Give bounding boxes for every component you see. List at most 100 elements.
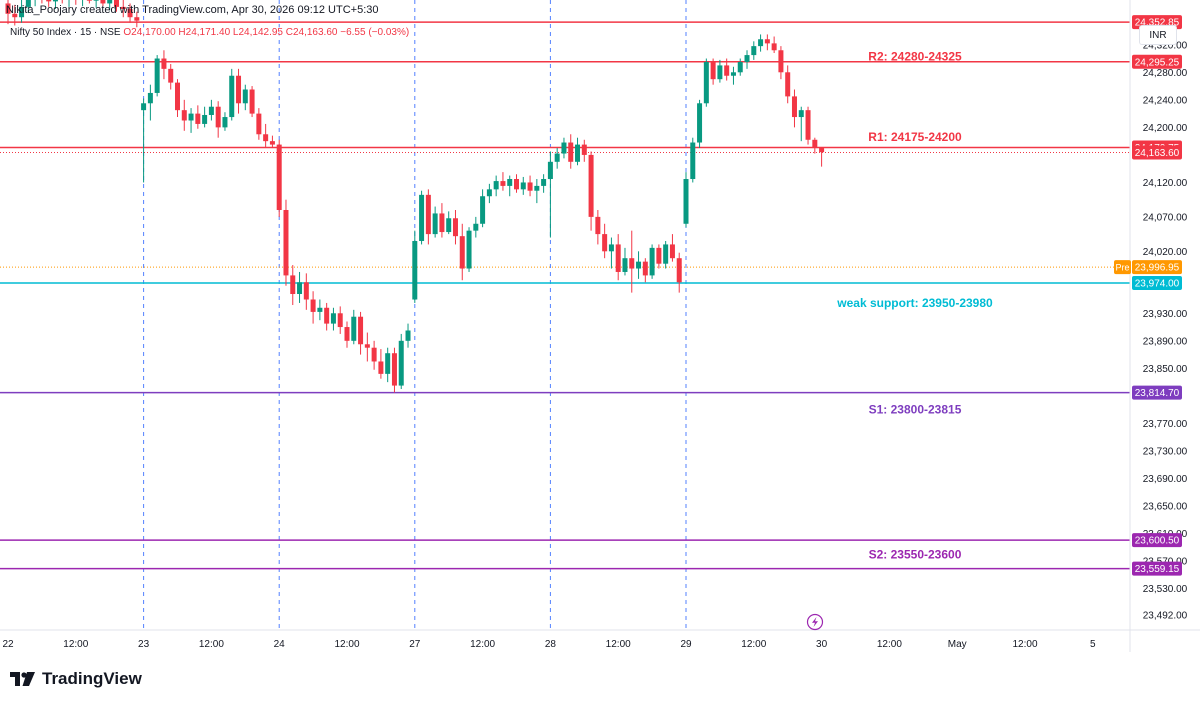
candle-body — [473, 223, 479, 231]
candle-body — [595, 216, 601, 235]
candle-body — [93, 0, 99, 1]
candle-body — [663, 244, 669, 264]
candle-body — [697, 103, 703, 143]
tradingview-icon — [10, 672, 35, 686]
candle-body — [534, 185, 540, 191]
price-tick-label: 23,530.00 — [1143, 584, 1188, 595]
level-annotation: S1: 23800-23815 — [869, 403, 962, 417]
level-labels: R2: 24280-24325 R1: 24175-24200 weak suppo… — [836, 49, 993, 561]
candle-body — [629, 258, 635, 269]
candle-body — [758, 39, 764, 47]
candle-body — [669, 244, 675, 259]
candle-body — [439, 213, 445, 233]
candle-body — [561, 142, 567, 154]
time-tick-label: May — [948, 639, 967, 650]
candle-body — [724, 65, 730, 76]
alert-icon[interactable] — [806, 613, 824, 631]
candle-body — [527, 182, 533, 191]
candle-body — [547, 161, 553, 180]
candle-body — [364, 344, 370, 348]
candle-body — [236, 75, 242, 104]
candle-body — [812, 139, 818, 149]
candle-body — [514, 179, 519, 190]
candle-body — [283, 210, 289, 276]
candle-body — [690, 142, 696, 180]
candle-body — [134, 17, 140, 21]
candle-body — [330, 313, 336, 324]
candle-body — [486, 189, 492, 197]
candle-body — [554, 153, 560, 162]
price-tag-label: 23,996.95 — [1135, 263, 1180, 274]
candle-body — [785, 72, 791, 97]
candle-body — [466, 230, 472, 269]
candle-body — [480, 196, 486, 224]
candle-body — [276, 144, 282, 210]
candle-body — [405, 330, 411, 341]
price-tag-label: 24,163.60 — [1135, 148, 1180, 159]
price-tick-label: 23,850.00 — [1143, 364, 1188, 375]
price-tick-label: 23,492.00 — [1143, 610, 1188, 621]
candle-body — [303, 282, 309, 300]
candle-body — [127, 8, 133, 18]
candle-body — [622, 258, 628, 272]
candle-body — [107, 0, 113, 4]
time-tick-label: 28 — [545, 639, 557, 650]
symbol-label[interactable]: Nifty 50 Index · 15 · NSE — [10, 27, 121, 38]
price-tick-label: 23,690.00 — [1143, 474, 1188, 485]
time-axis-ticks: 22 12:00 23 12:00 24 12:00 27 12:00 28 12:00 29 12:… — [2, 639, 1096, 650]
candle-body — [141, 103, 147, 111]
candle-body — [412, 240, 418, 300]
candle-body — [181, 110, 187, 121]
currency-button[interactable]: INR — [1139, 25, 1177, 45]
price-tag-box — [1132, 260, 1182, 275]
price-tag-label: 24,352.85 — [1135, 18, 1180, 29]
time-tick-label: 12:00 — [606, 639, 631, 650]
price-tick-label: 24,070.00 — [1143, 212, 1188, 223]
candle-body — [12, 13, 18, 18]
candle-body — [46, 0, 52, 2]
candle-body — [805, 110, 811, 140]
candle-body — [791, 96, 797, 118]
candle-body — [154, 58, 160, 93]
candle-body — [568, 142, 574, 162]
candle-body — [86, 0, 92, 1]
pre-market-label: Pre — [1115, 263, 1129, 273]
candle-body — [730, 72, 736, 76]
price-tick-label: 24,020.00 — [1143, 247, 1188, 258]
candle-body — [778, 50, 784, 73]
price-tag-label: 23,559.15 — [1135, 564, 1180, 575]
candle-body — [317, 307, 323, 312]
level-annotation: S2: 23550-23600 — [869, 547, 962, 561]
candle-body — [337, 313, 343, 328]
price-tick-label: 23,730.00 — [1143, 446, 1188, 457]
price-tick-label: 24,200.00 — [1143, 123, 1188, 134]
candle-body — [642, 261, 648, 276]
price-tick-label: 24,120.00 — [1143, 178, 1188, 189]
tradingview-logo[interactable]: TradingView — [10, 669, 142, 689]
level-annotation: R2: 24280-24325 — [868, 49, 962, 63]
candle-body — [161, 58, 167, 69]
candle-body — [249, 89, 255, 114]
candle-body — [615, 244, 621, 272]
pre-market-badge — [1114, 260, 1131, 275]
price-tick-label: 23,890.00 — [1143, 336, 1188, 347]
candle-body — [452, 218, 458, 237]
price-tick-label: 23,770.00 — [1143, 419, 1188, 430]
candle-body — [208, 106, 214, 115]
candle-body — [19, 6, 25, 18]
candle-body — [297, 282, 303, 294]
price-tick-label: 24,320.00 — [1143, 40, 1188, 51]
candle-body — [147, 92, 153, 104]
candle-body — [263, 134, 269, 142]
candle-body — [188, 113, 194, 121]
candle-body — [344, 327, 350, 341]
candle-body — [710, 61, 716, 80]
time-tick-label: 24 — [274, 639, 286, 650]
price-tick-label: 24,280.00 — [1143, 68, 1188, 79]
price-tick-label: 23,650.00 — [1143, 502, 1188, 513]
candle-body — [378, 361, 384, 374]
candle-body — [459, 236, 465, 269]
candle-body — [764, 39, 770, 44]
ohlc-values: O24,170.00 H24,171.40 L24,142.95 C24,163… — [123, 27, 410, 38]
